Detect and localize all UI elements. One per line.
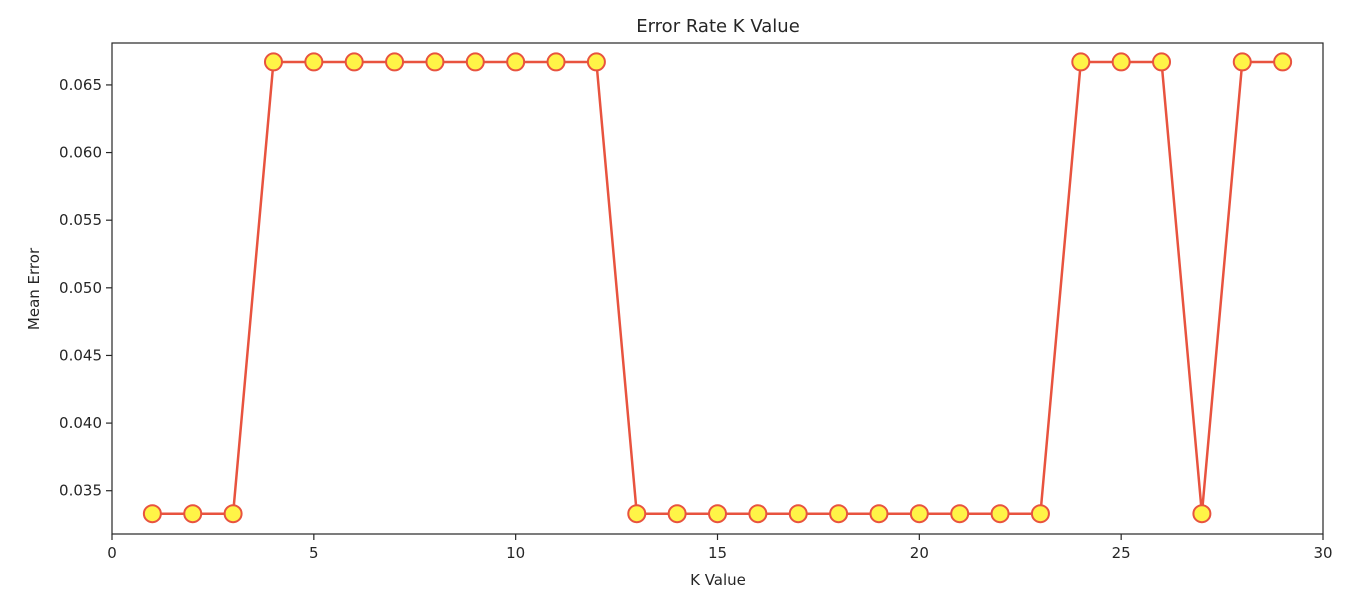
data-point xyxy=(546,52,566,72)
data-point xyxy=(263,52,283,72)
data-point xyxy=(1071,52,1091,72)
data-point xyxy=(223,504,243,524)
x-tick-label: 15 xyxy=(708,544,727,562)
y-tick-label: 0.065 xyxy=(59,76,102,94)
x-tick-label: 0 xyxy=(107,544,117,562)
chart-title: Error Rate K Value xyxy=(636,16,800,37)
series-layer xyxy=(142,52,1293,524)
y-tick-label: 0.060 xyxy=(59,144,102,162)
data-point xyxy=(142,504,162,524)
data-point xyxy=(627,504,647,524)
data-point xyxy=(1192,504,1212,524)
data-point xyxy=(950,504,970,524)
data-point xyxy=(990,504,1010,524)
x-tick-label: 20 xyxy=(910,544,929,562)
data-point xyxy=(708,504,727,524)
y-tick-label: 0.035 xyxy=(59,482,102,500)
x-tick-label: 25 xyxy=(1112,544,1131,562)
y-tick-label: 0.055 xyxy=(59,211,102,229)
y-tick-label: 0.050 xyxy=(59,279,102,297)
y-tick-label: 0.045 xyxy=(59,346,102,364)
data-point xyxy=(1030,504,1050,524)
data-point xyxy=(909,504,929,524)
y-axis-label: Mean Error xyxy=(25,247,43,330)
x-tick-label: 5 xyxy=(309,544,319,562)
data-point xyxy=(1232,52,1252,72)
data-point xyxy=(1273,52,1293,72)
data-point xyxy=(748,504,768,524)
data-point xyxy=(183,504,203,524)
data-point xyxy=(1152,52,1172,72)
data-point xyxy=(304,52,324,72)
data-point xyxy=(506,52,526,72)
data-point xyxy=(788,504,808,524)
plot-area xyxy=(111,42,1324,535)
y-axis-ticks: 0.035 0.040 0.045 0.050 0.055 0.060 0.065 xyxy=(59,76,112,500)
data-point xyxy=(465,52,485,72)
x-tick-label: 10 xyxy=(506,544,525,562)
data-point xyxy=(344,52,364,72)
x-axis-label: K Value xyxy=(690,571,746,589)
data-point xyxy=(829,504,849,524)
y-tick-label: 0.040 xyxy=(59,414,102,432)
data-point xyxy=(385,52,405,72)
data-point xyxy=(586,52,606,72)
x-tick-label: 30 xyxy=(1313,544,1332,562)
data-point xyxy=(1111,52,1131,72)
data-point xyxy=(667,504,687,524)
data-point xyxy=(869,504,889,524)
data-point xyxy=(425,52,445,72)
x-axis-ticks: 0 5 10 15 20 25 30 xyxy=(107,534,1333,562)
